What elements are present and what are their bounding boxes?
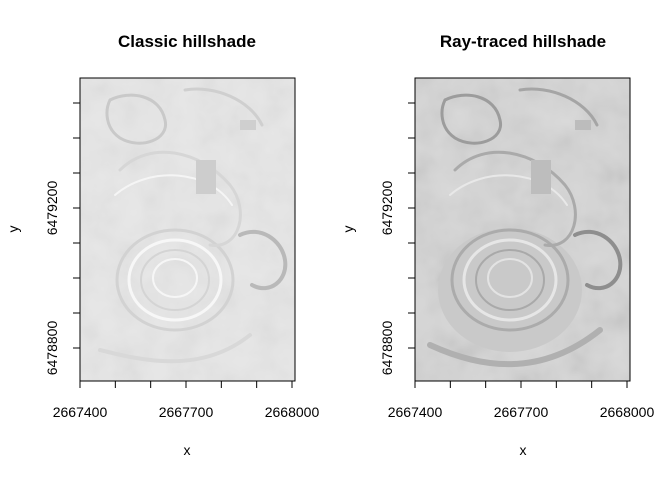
hillshade-raster [80,78,295,381]
raster-building [240,120,256,130]
chart-title: Classic hillshade [118,32,256,51]
raster-building [196,160,216,194]
x-axis-label: x [184,442,191,458]
y-tick-label: 6478800 [379,321,395,376]
x-tick-label: 2668000 [600,404,655,420]
raster-building [575,120,591,130]
x-tick-label: 2668000 [265,404,320,420]
x-tick-label: 2667700 [159,404,214,420]
y-axis: 6478800 6479200 [44,102,81,376]
x-tick-label: 2667400 [388,404,443,420]
y-tick-label: 6478800 [44,321,60,376]
panel-raytraced: Ray-traced hillshade 2667400 2667700 26 [340,32,654,458]
y-axis: 6478800 6479200 [379,102,416,376]
raster-texture [80,78,295,381]
chart-title: Ray-traced hillshade [440,32,606,51]
x-tick-label: 2667400 [53,404,108,420]
x-axis-label: x [520,442,527,458]
y-tick-label: 6479200 [44,181,60,236]
panel-classic: Classic hillshade 2667400 2667700 2668000 … [5,32,319,458]
hillshade-raster [415,78,630,381]
y-axis-label: y [340,226,356,233]
raster-building [531,160,551,194]
x-tick-label: 2667700 [494,404,549,420]
x-axis: 2667400 2667700 2668000 [388,380,655,420]
y-tick-label: 6479200 [379,181,395,236]
x-axis: 2667400 2667700 2668000 [53,380,320,420]
y-axis-label: y [5,226,21,233]
